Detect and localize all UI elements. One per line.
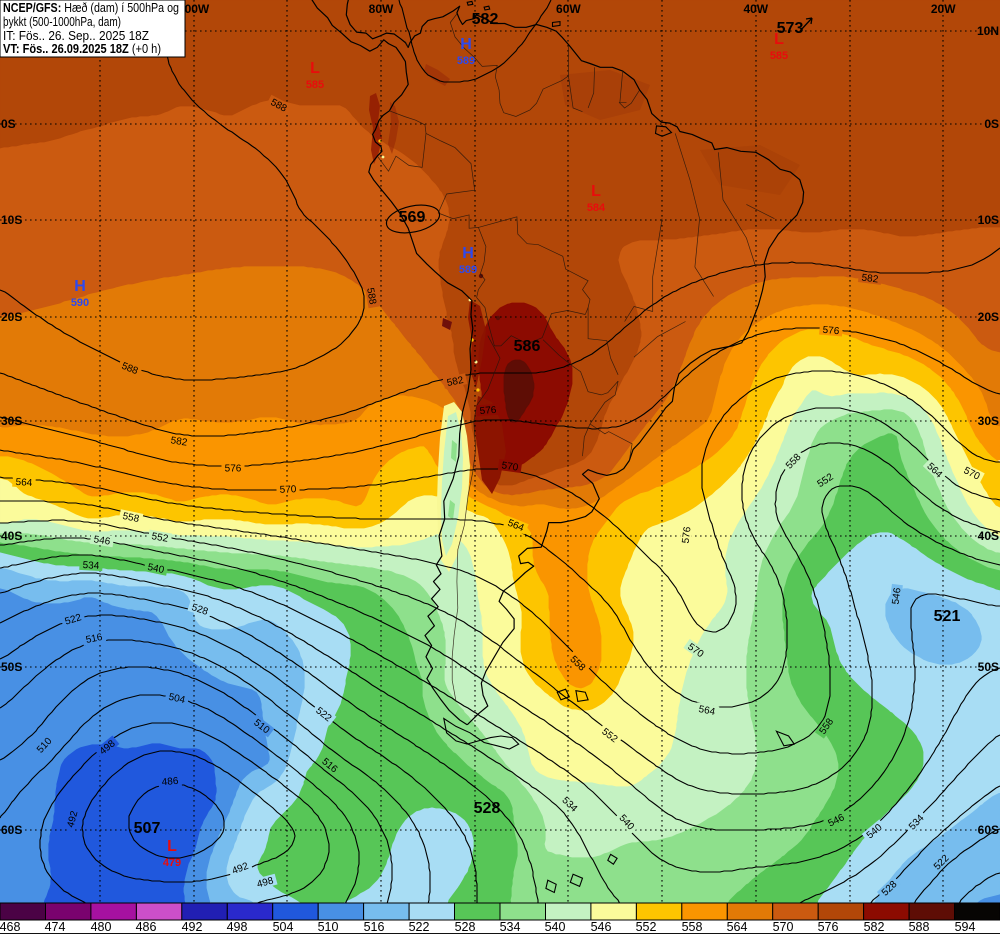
svg-text:582: 582 (472, 11, 499, 28)
svg-text:479: 479 (163, 857, 181, 869)
svg-text:20S: 20S (1, 310, 22, 324)
svg-text:586: 586 (514, 338, 541, 355)
svg-text:507: 507 (134, 820, 161, 837)
svg-text:584: 584 (587, 202, 606, 214)
svg-text:534: 534 (82, 560, 100, 572)
svg-text:474: 474 (45, 920, 66, 934)
svg-text:H: H (462, 245, 474, 262)
svg-text:564: 564 (15, 477, 33, 489)
svg-text:573: 573 (777, 20, 804, 37)
svg-text:564: 564 (727, 920, 748, 934)
svg-text:20W: 20W (931, 2, 956, 16)
svg-text:576: 576 (818, 920, 839, 934)
svg-text:552: 552 (636, 920, 657, 934)
svg-text:589: 589 (459, 264, 477, 276)
svg-text:L: L (591, 183, 601, 200)
svg-text:528: 528 (190, 602, 210, 618)
svg-text:570: 570 (501, 460, 519, 473)
svg-text:504: 504 (167, 692, 186, 707)
svg-text:H: H (460, 36, 472, 53)
svg-text:H: H (74, 278, 86, 295)
svg-text:30S: 30S (978, 414, 999, 428)
svg-text:498: 498 (256, 875, 275, 890)
svg-text:534: 534 (500, 920, 521, 934)
svg-text:492: 492 (182, 920, 203, 934)
svg-text:576: 576 (479, 405, 497, 417)
svg-text:564: 564 (698, 704, 717, 718)
svg-text:50S: 50S (1, 660, 22, 674)
svg-text:60S: 60S (978, 823, 999, 837)
svg-text:522: 522 (64, 612, 84, 628)
svg-text:20S: 20S (978, 310, 999, 324)
svg-text:522: 522 (409, 920, 430, 934)
svg-text:576: 576 (822, 325, 840, 337)
svg-text:540: 540 (545, 920, 566, 934)
svg-text:486: 486 (136, 920, 157, 934)
svg-text:L: L (774, 31, 784, 48)
svg-text:492: 492 (65, 809, 80, 828)
svg-text:521: 521 (934, 608, 961, 625)
svg-text:582: 582 (861, 273, 879, 286)
svg-text:480: 480 (91, 920, 112, 934)
svg-text:516: 516 (85, 632, 104, 646)
svg-text:594: 594 (955, 920, 976, 934)
svg-text:486: 486 (161, 776, 179, 788)
svg-text:570: 570 (280, 484, 297, 496)
svg-text:589: 589 (457, 55, 475, 67)
svg-text:0S: 0S (1, 117, 16, 131)
svg-text:590: 590 (71, 297, 89, 309)
svg-text:582: 582 (864, 920, 885, 934)
svg-text:NCEP/GFS: Hæð (dam) í 500hPa o: NCEP/GFS: Hæð (dam) í 500hPa og (3, 1, 179, 15)
svg-text:528: 528 (474, 800, 501, 817)
svg-text:540: 540 (146, 562, 165, 576)
svg-text:60S: 60S (1, 823, 22, 837)
svg-text:498: 498 (227, 920, 248, 934)
svg-text:588: 588 (364, 287, 378, 306)
svg-text:60W: 60W (556, 2, 581, 16)
svg-text:40S: 40S (978, 529, 999, 543)
svg-text:504: 504 (273, 920, 294, 934)
svg-text:528: 528 (455, 920, 476, 934)
svg-text:552: 552 (151, 531, 170, 545)
svg-text:588: 588 (909, 920, 930, 934)
svg-text:30S: 30S (1, 414, 22, 428)
svg-text:40W: 40W (743, 2, 768, 16)
svg-text:10N: 10N (977, 24, 999, 38)
svg-text:576: 576 (681, 526, 694, 544)
svg-text:582: 582 (170, 435, 189, 449)
svg-text:IT: Fös.. 26. Sep.. 2025 18Z: IT: Fös.. 26. Sep.. 2025 18Z (3, 29, 149, 43)
svg-text:516: 516 (364, 920, 385, 934)
svg-text:585: 585 (306, 79, 324, 91)
svg-text:100W: 100W (178, 2, 210, 16)
svg-text:10S: 10S (1, 213, 22, 227)
svg-text:576: 576 (225, 464, 242, 475)
svg-text:510: 510 (318, 920, 339, 934)
svg-text:546: 546 (93, 534, 112, 548)
svg-text:80W: 80W (369, 2, 394, 16)
svg-text:546: 546 (891, 587, 904, 605)
svg-text:558: 558 (121, 511, 140, 525)
svg-text:569: 569 (399, 209, 426, 226)
svg-text:558: 558 (682, 920, 703, 934)
svg-text:0S: 0S (984, 117, 999, 131)
svg-text:585: 585 (770, 50, 788, 62)
svg-text:468: 468 (0, 920, 20, 934)
svg-text:L: L (167, 838, 177, 855)
svg-text:50S: 50S (978, 660, 999, 674)
svg-text:582: 582 (446, 375, 465, 389)
svg-text:546: 546 (591, 920, 612, 934)
svg-text:þykkt (500-1000hPa, dam): þykkt (500-1000hPa, dam) (3, 15, 121, 29)
svg-text:570: 570 (773, 920, 794, 934)
svg-text:10S: 10S (978, 213, 999, 227)
svg-text:L: L (310, 60, 320, 77)
svg-text:40S: 40S (1, 529, 22, 543)
svg-text:VT: Fös.. 26.09.2025 18Z (+0 h: VT: Fös.. 26.09.2025 18Z (+0 h) (3, 42, 161, 56)
